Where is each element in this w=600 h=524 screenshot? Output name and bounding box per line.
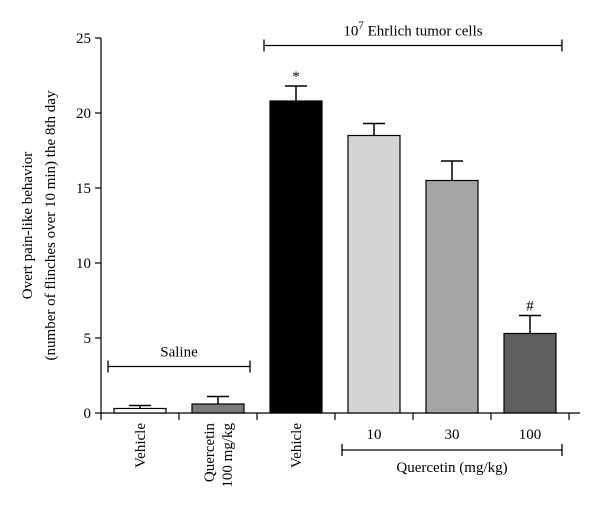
y-axis-label-line: (number of flinches over 10 min) the 8th… xyxy=(43,90,59,360)
x-tick-label: 100 xyxy=(519,427,542,443)
y-tick-label: 20 xyxy=(76,106,91,122)
error-bars xyxy=(129,85,541,409)
bar xyxy=(425,179,479,414)
group-label-exponent: 7 xyxy=(358,20,364,32)
significance-markers: *# xyxy=(292,69,534,315)
y-tick-label: 25 xyxy=(76,31,91,47)
y-axis-label-line: Overt pain-like behavior xyxy=(20,152,36,299)
group-label: 107 Ehrlich tumor cells xyxy=(343,20,482,40)
y-tick-label: 15 xyxy=(76,181,91,197)
x-tick-label: 30 xyxy=(445,427,460,443)
y-tick-label: 10 xyxy=(76,256,91,272)
bar xyxy=(269,100,323,414)
x-tick-labels: Vehicle Quercetin 100 mg/kg Vehicle 10 30 100 xyxy=(133,423,541,488)
bar xyxy=(191,403,245,414)
x-tick-label: 100 mg/kg xyxy=(220,423,236,488)
group-label: Quercetin (mg/kg) xyxy=(396,460,507,476)
significance-marker: * xyxy=(292,69,300,85)
x-tick-label: Vehicle xyxy=(133,423,149,468)
significance-marker: # xyxy=(526,299,534,315)
x-tick-label: Vehicle xyxy=(289,423,305,468)
bar xyxy=(113,407,167,414)
bar xyxy=(347,134,401,414)
y-tick-label: 0 xyxy=(84,406,92,422)
group-label-rest: Ehrlich tumor cells xyxy=(364,24,483,40)
x-tick-label: 10 xyxy=(367,427,382,443)
x-tick-label: Quercetin xyxy=(202,423,218,483)
bars xyxy=(113,100,557,414)
group-label-base: 10 xyxy=(343,24,358,40)
y-tick-label: 5 xyxy=(84,331,92,347)
y-axis-label: Overt pain-like behavior (number of flinc… xyxy=(20,90,59,360)
bar xyxy=(503,332,557,414)
axes: 0 5 10 15 20 25 xyxy=(76,31,580,422)
group-label: Saline xyxy=(160,345,198,361)
